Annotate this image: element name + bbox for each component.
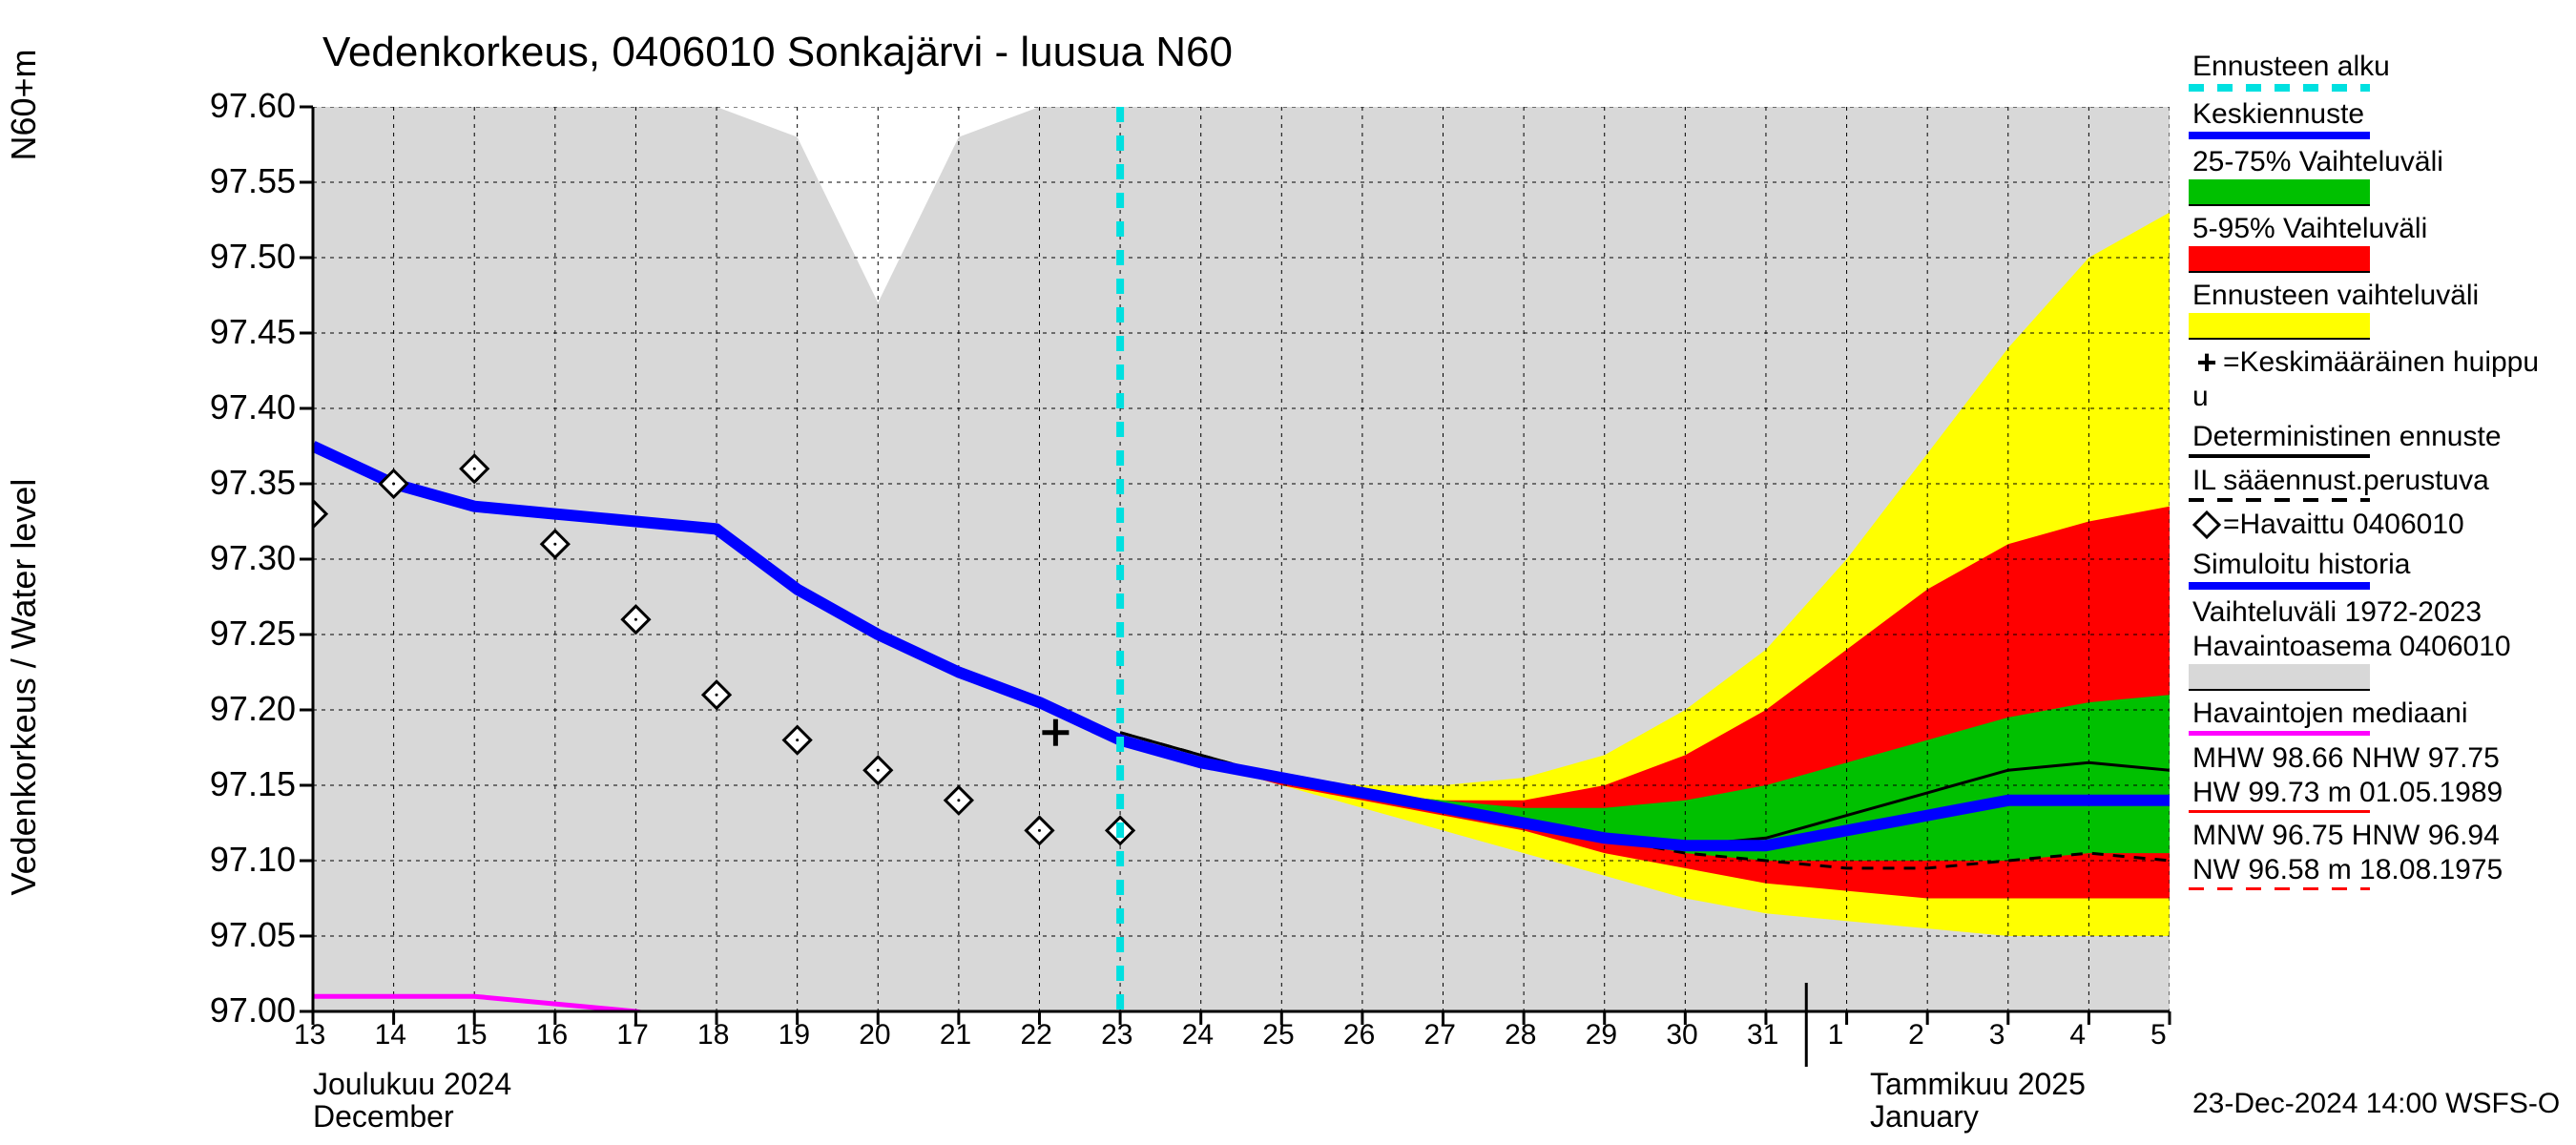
legend-label: IL sääennust.perustuva xyxy=(2192,464,2574,498)
legend: Ennusteen alku Keskiennuste 25-75% Vaihtel… xyxy=(2192,50,2574,896)
legend-label: 25-75% Vaihteluväli xyxy=(2192,145,2574,179)
legend-item-simuloitu: Simuloitu historia xyxy=(2192,548,2574,590)
legend-label: Havaintojen mediaani xyxy=(2192,697,2574,731)
legend-item-deterministinen: Deterministinen ennuste xyxy=(2192,420,2574,458)
legend-sublabel: Havaintoasema 0406010 xyxy=(2192,630,2574,664)
legend-sublabel: HW 99.73 m 01.05.1989 xyxy=(2192,776,2574,810)
legend-item-huippu: +=Keskimääräinen huippuu xyxy=(2192,345,2574,414)
legend-item-band_full: Ennusteen vaihteluväli xyxy=(2192,279,2574,340)
legend-item-il_saa: IL sääennust.perustuva xyxy=(2192,464,2574,502)
chart-container: Vedenkorkeus, 0406010 Sonkajärvi - luusu… xyxy=(0,0,2576,1145)
plot-svg xyxy=(0,0,2576,1145)
legend-label: MNW 96.75 HNW 96.94 xyxy=(2192,819,2574,853)
legend-label: Deterministinen ennuste xyxy=(2192,420,2574,454)
legend-label: MHW 98.66 NHW 97.75 xyxy=(2192,741,2574,776)
legend-item-mnw: MNW 96.75 HNW 96.94NW 96.58 m 18.08.1975 xyxy=(2192,819,2574,890)
legend-item-ennusteen_alku: Ennusteen alku xyxy=(2192,50,2574,92)
legend-label: 5-95% Vaihteluväli xyxy=(2192,212,2574,246)
legend-item-mhw: MHW 98.66 NHW 97.75HW 99.73 m 01.05.1989 xyxy=(2192,741,2574,813)
legend-label: Ennusteen vaihteluväli xyxy=(2192,279,2574,313)
legend-item-band_25_75: 25-75% Vaihteluväli xyxy=(2192,145,2574,206)
legend-item-vaihteluvali: Vaihteluväli 1972-2023 Havaintoasema 040… xyxy=(2192,595,2574,691)
legend-item-keskiennuste: Keskiennuste xyxy=(2192,97,2574,139)
legend-label: Ennusteen alku xyxy=(2192,50,2574,84)
legend-label: Vaihteluväli 1972-2023 xyxy=(2192,595,2574,630)
legend-label: Keskiennuste xyxy=(2192,97,2574,132)
legend-sublabel: NW 96.58 m 18.08.1975 xyxy=(2192,853,2574,887)
legend-item-mediaani: Havaintojen mediaani xyxy=(2192,697,2574,736)
legend-item-havaittu: =Havaittu 0406010 xyxy=(2192,508,2574,542)
legend-item-band_5_95: 5-95% Vaihteluväli xyxy=(2192,212,2574,273)
legend-label: Simuloitu historia xyxy=(2192,548,2574,582)
